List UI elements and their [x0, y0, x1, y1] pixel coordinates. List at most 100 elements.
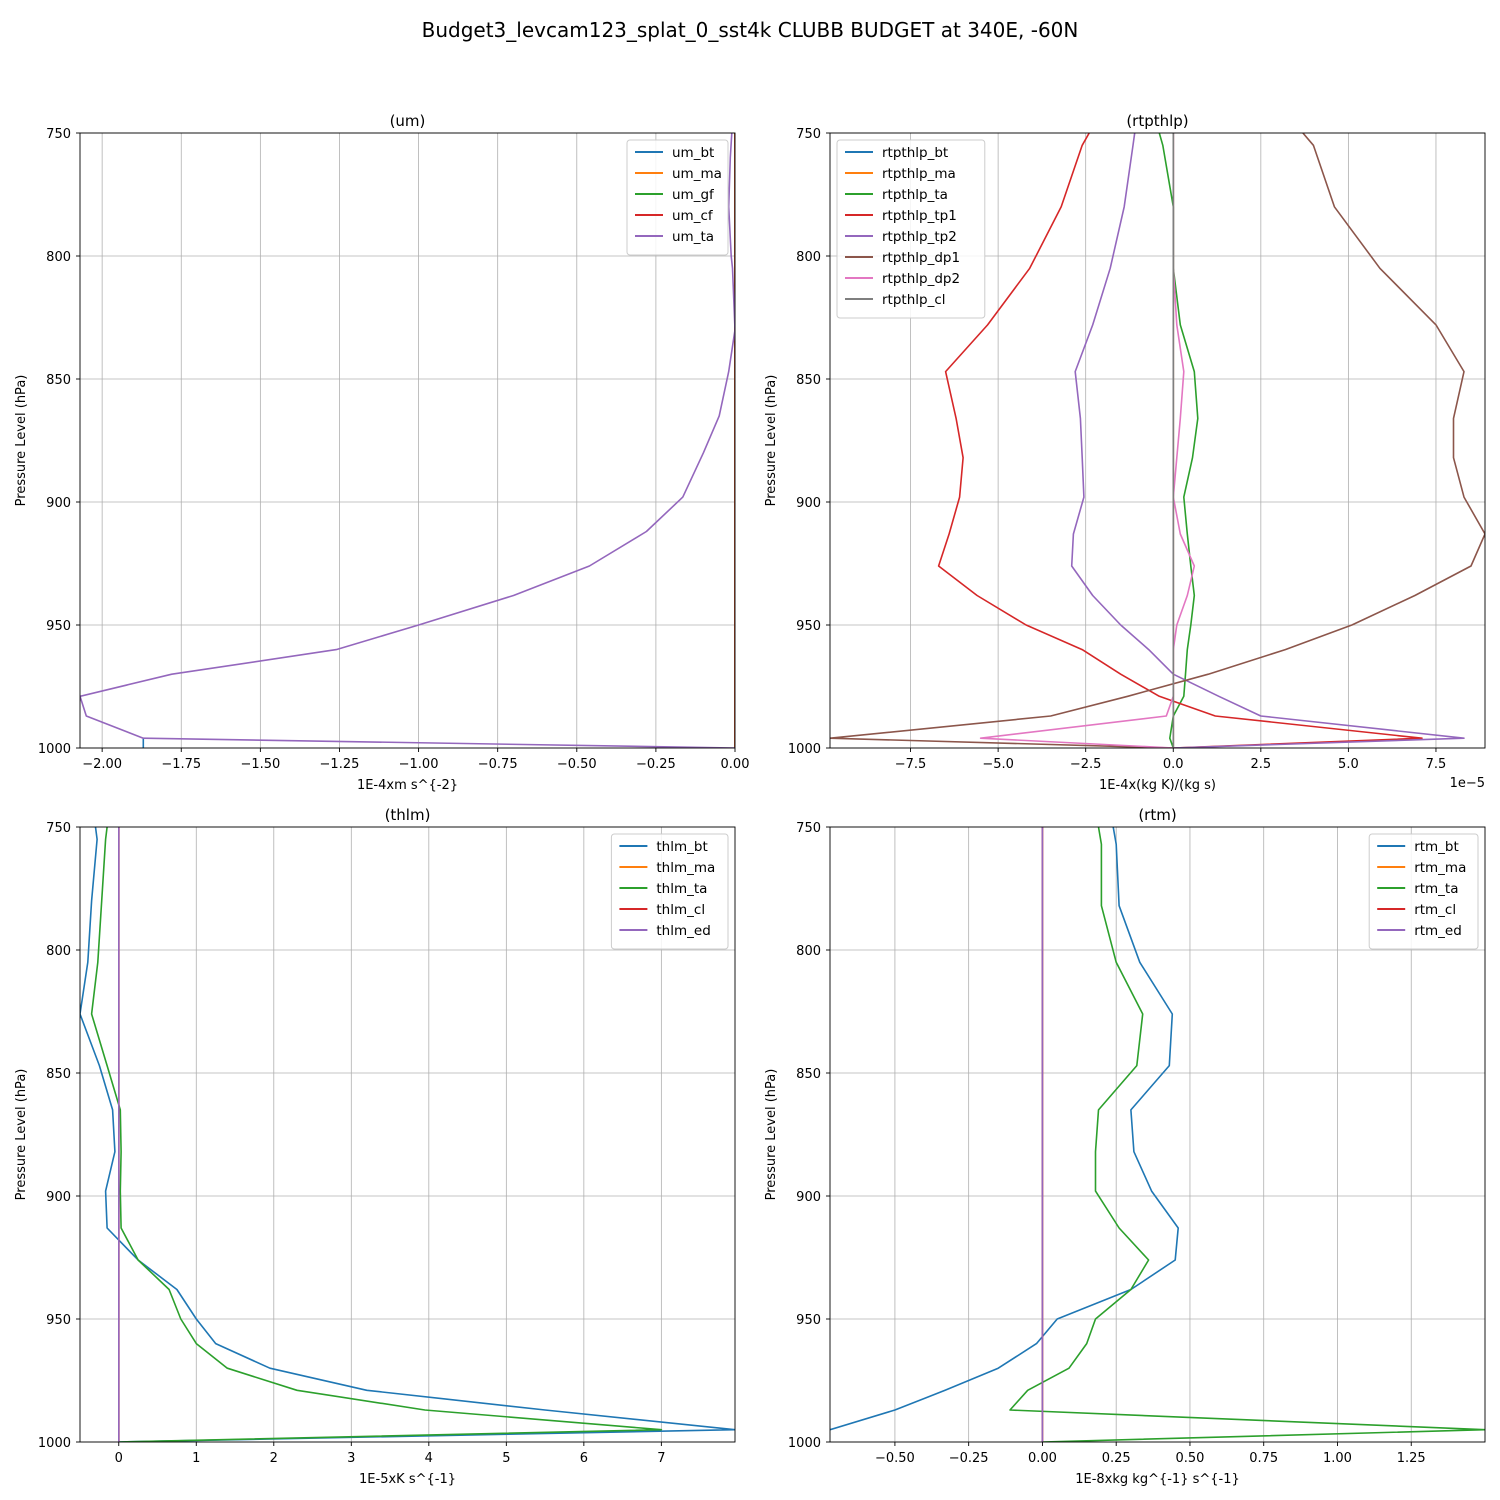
plot-frame — [79, 132, 736, 749]
x-tick-label: 1.00 — [1323, 1451, 1352, 1466]
legend-label-thlm_ma: thlm_ma — [656, 860, 715, 876]
subplot-title: (thlm) — [385, 806, 431, 824]
y-tick-label: 850 — [46, 373, 71, 388]
series-line-rtm_ta — [1009, 827, 1485, 1442]
legend-label-rtm_ma: rtm_ma — [1414, 860, 1466, 876]
legend-label-rtpthlp_ma: rtpthlp_ma — [882, 166, 956, 182]
plot-frame — [829, 132, 1486, 749]
y-axis-label: Pressure Level (hPa) — [764, 375, 779, 507]
series-group — [80, 827, 735, 1442]
x-tick-label: −0.25 — [949, 1451, 989, 1466]
x-tick-label: 1 — [192, 1451, 200, 1466]
subplot-rtm: −0.50 −0.25 0.00 0.25 0.50 0.75 1.00 1.25 750 800… — [764, 806, 1486, 1487]
x-tick-label: 5 — [502, 1451, 510, 1466]
x-axis-label: 1E-8xkg kg^{-1} s^{-1} — [1075, 1472, 1240, 1487]
subplot-grid: −2.00 −1.75 −1.50 −1.25 −1.00 −0.75 −0.50 −0.25… — [14, 112, 1486, 1487]
series-group — [830, 133, 1485, 748]
plot-frame — [79, 826, 736, 1443]
subplot-title: (rtm) — [1138, 806, 1176, 824]
x-tick-label: 0.25 — [1102, 1451, 1131, 1466]
x-axis-label: 1E-4x(kg K)/(kg s) — [1099, 778, 1216, 793]
x-tick-label: 3 — [347, 1451, 355, 1466]
y-axis: 750 800 850 900 950 1000 — [38, 821, 80, 1451]
legend-label-thlm_cl: thlm_cl — [656, 902, 705, 918]
subplot-um: −2.00 −1.75 −1.50 −1.25 −1.00 −0.75 −0.50 −0.25… — [14, 112, 749, 793]
x-tick-label: −1.50 — [240, 757, 280, 772]
x-tick-label: −1.75 — [161, 757, 201, 772]
series-line-rtpthlp_dp1 — [830, 133, 1485, 748]
legend-label-um_gf: um_gf — [672, 187, 715, 203]
x-axis: −7.5 −5.0 −2.5 0.0 2.5 5.0 7.5 — [895, 748, 1447, 772]
legend-label-um_cf: um_cf — [672, 208, 714, 224]
legend: rtm_bt rtm_ma rtm_ta rtm_cl rtm_ed — [1368, 833, 1479, 950]
legend-label-thlm_bt: thlm_bt — [656, 839, 707, 855]
y-tick-label: 800 — [46, 944, 71, 959]
legend-label-thlm_ed: thlm_ed — [656, 923, 710, 939]
y-tick-label: 800 — [796, 944, 821, 959]
legend-label-thlm_ta: thlm_ta — [656, 881, 707, 897]
x-tick-label: −7.5 — [895, 757, 927, 772]
series-line-rtpthlp_dp2 — [979, 133, 1196, 748]
legend-label-rtm_bt: rtm_bt — [1414, 839, 1459, 855]
y-tick-label: 900 — [46, 1190, 71, 1205]
series-line-um_ta — [80, 133, 735, 748]
y-axis-label: Pressure Level (hPa) — [14, 375, 29, 507]
y-tick-label: 850 — [796, 1067, 821, 1082]
x-tick-label: 7.5 — [1426, 757, 1447, 772]
y-tick-label: 950 — [796, 1313, 821, 1328]
y-axis-label: Pressure Level (hPa) — [764, 1069, 779, 1201]
subplot-title: (um) — [390, 112, 426, 130]
y-tick-label: 800 — [796, 250, 821, 265]
legend-label-rtm_ed: rtm_ed — [1414, 923, 1462, 939]
x-axis-label: 1E-5xK s^{-1} — [359, 1472, 456, 1487]
x-offset-label: 1e−5 — [1450, 776, 1485, 791]
y-axis: 750 800 850 900 950 1000 — [788, 821, 830, 1451]
y-tick-label: 1000 — [788, 1436, 821, 1451]
series-group — [80, 133, 735, 748]
y-tick-label: 900 — [796, 1190, 821, 1205]
figure-title: Budget3_levcam123_splat_0_sst4k CLUBB BU… — [422, 18, 1079, 42]
y-tick-label: 900 — [46, 496, 71, 511]
x-tick-label: 0.0 — [1163, 757, 1184, 772]
x-tick-label: 0.50 — [1175, 1451, 1204, 1466]
y-tick-label: 900 — [796, 496, 821, 511]
x-tick-label: 2 — [270, 1451, 278, 1466]
x-tick-label: −0.25 — [636, 757, 676, 772]
legend: thlm_bt thlm_ma thlm_ta thlm_cl thlm_ed — [610, 833, 729, 950]
x-tick-label: 5.0 — [1338, 757, 1359, 772]
x-axis: 0 1 2 3 4 5 6 7 — [115, 1442, 666, 1466]
legend-box — [610, 833, 729, 950]
legend-label-um_ta: um_ta — [672, 229, 714, 245]
x-tick-label: 0.00 — [721, 757, 750, 772]
series-line-rtm_bt — [830, 827, 1179, 1431]
x-tick-label: 0.00 — [1028, 1451, 1057, 1466]
subplot-title: (rtpthlp) — [1126, 112, 1188, 130]
x-tick-label: 0 — [115, 1451, 123, 1466]
x-tick-label: −2.00 — [82, 757, 122, 772]
legend: rtpthlp_bt rtpthlp_ma rtpthlp_ta rtpthlp_tp… — [836, 139, 986, 319]
series-line-thlm_bt — [80, 827, 735, 1442]
legend-box — [1368, 833, 1479, 950]
series-group — [830, 827, 1485, 1442]
y-tick-label: 800 — [46, 250, 71, 265]
x-tick-label: 6 — [580, 1451, 588, 1466]
legend-box — [836, 139, 986, 319]
legend-label-rtpthlp_ta: rtpthlp_ta — [882, 187, 948, 203]
legend-label-rtpthlp_bt: rtpthlp_bt — [882, 145, 948, 161]
legend-label-um_bt: um_bt — [672, 145, 714, 161]
x-tick-label: 0.75 — [1249, 1451, 1278, 1466]
x-tick-label: 4 — [425, 1451, 433, 1466]
x-tick-label: −1.00 — [399, 757, 439, 772]
y-axis: 750 800 850 900 950 1000 — [38, 127, 80, 757]
legend-label-rtpthlp_cl: rtpthlp_cl — [882, 292, 946, 308]
y-tick-label: 850 — [796, 373, 821, 388]
legend-label-rtm_ta: rtm_ta — [1414, 881, 1458, 897]
y-tick-label: 750 — [796, 127, 821, 142]
x-tick-label: −1.25 — [320, 757, 360, 772]
x-tick-label: −0.50 — [557, 757, 597, 772]
y-tick-label: 1000 — [38, 1436, 71, 1451]
y-tick-label: 750 — [46, 821, 71, 836]
series-line-rtpthlp_tp1 — [937, 133, 1423, 748]
y-tick-label: 1000 — [38, 742, 71, 757]
x-tick-label: 2.5 — [1250, 757, 1271, 772]
